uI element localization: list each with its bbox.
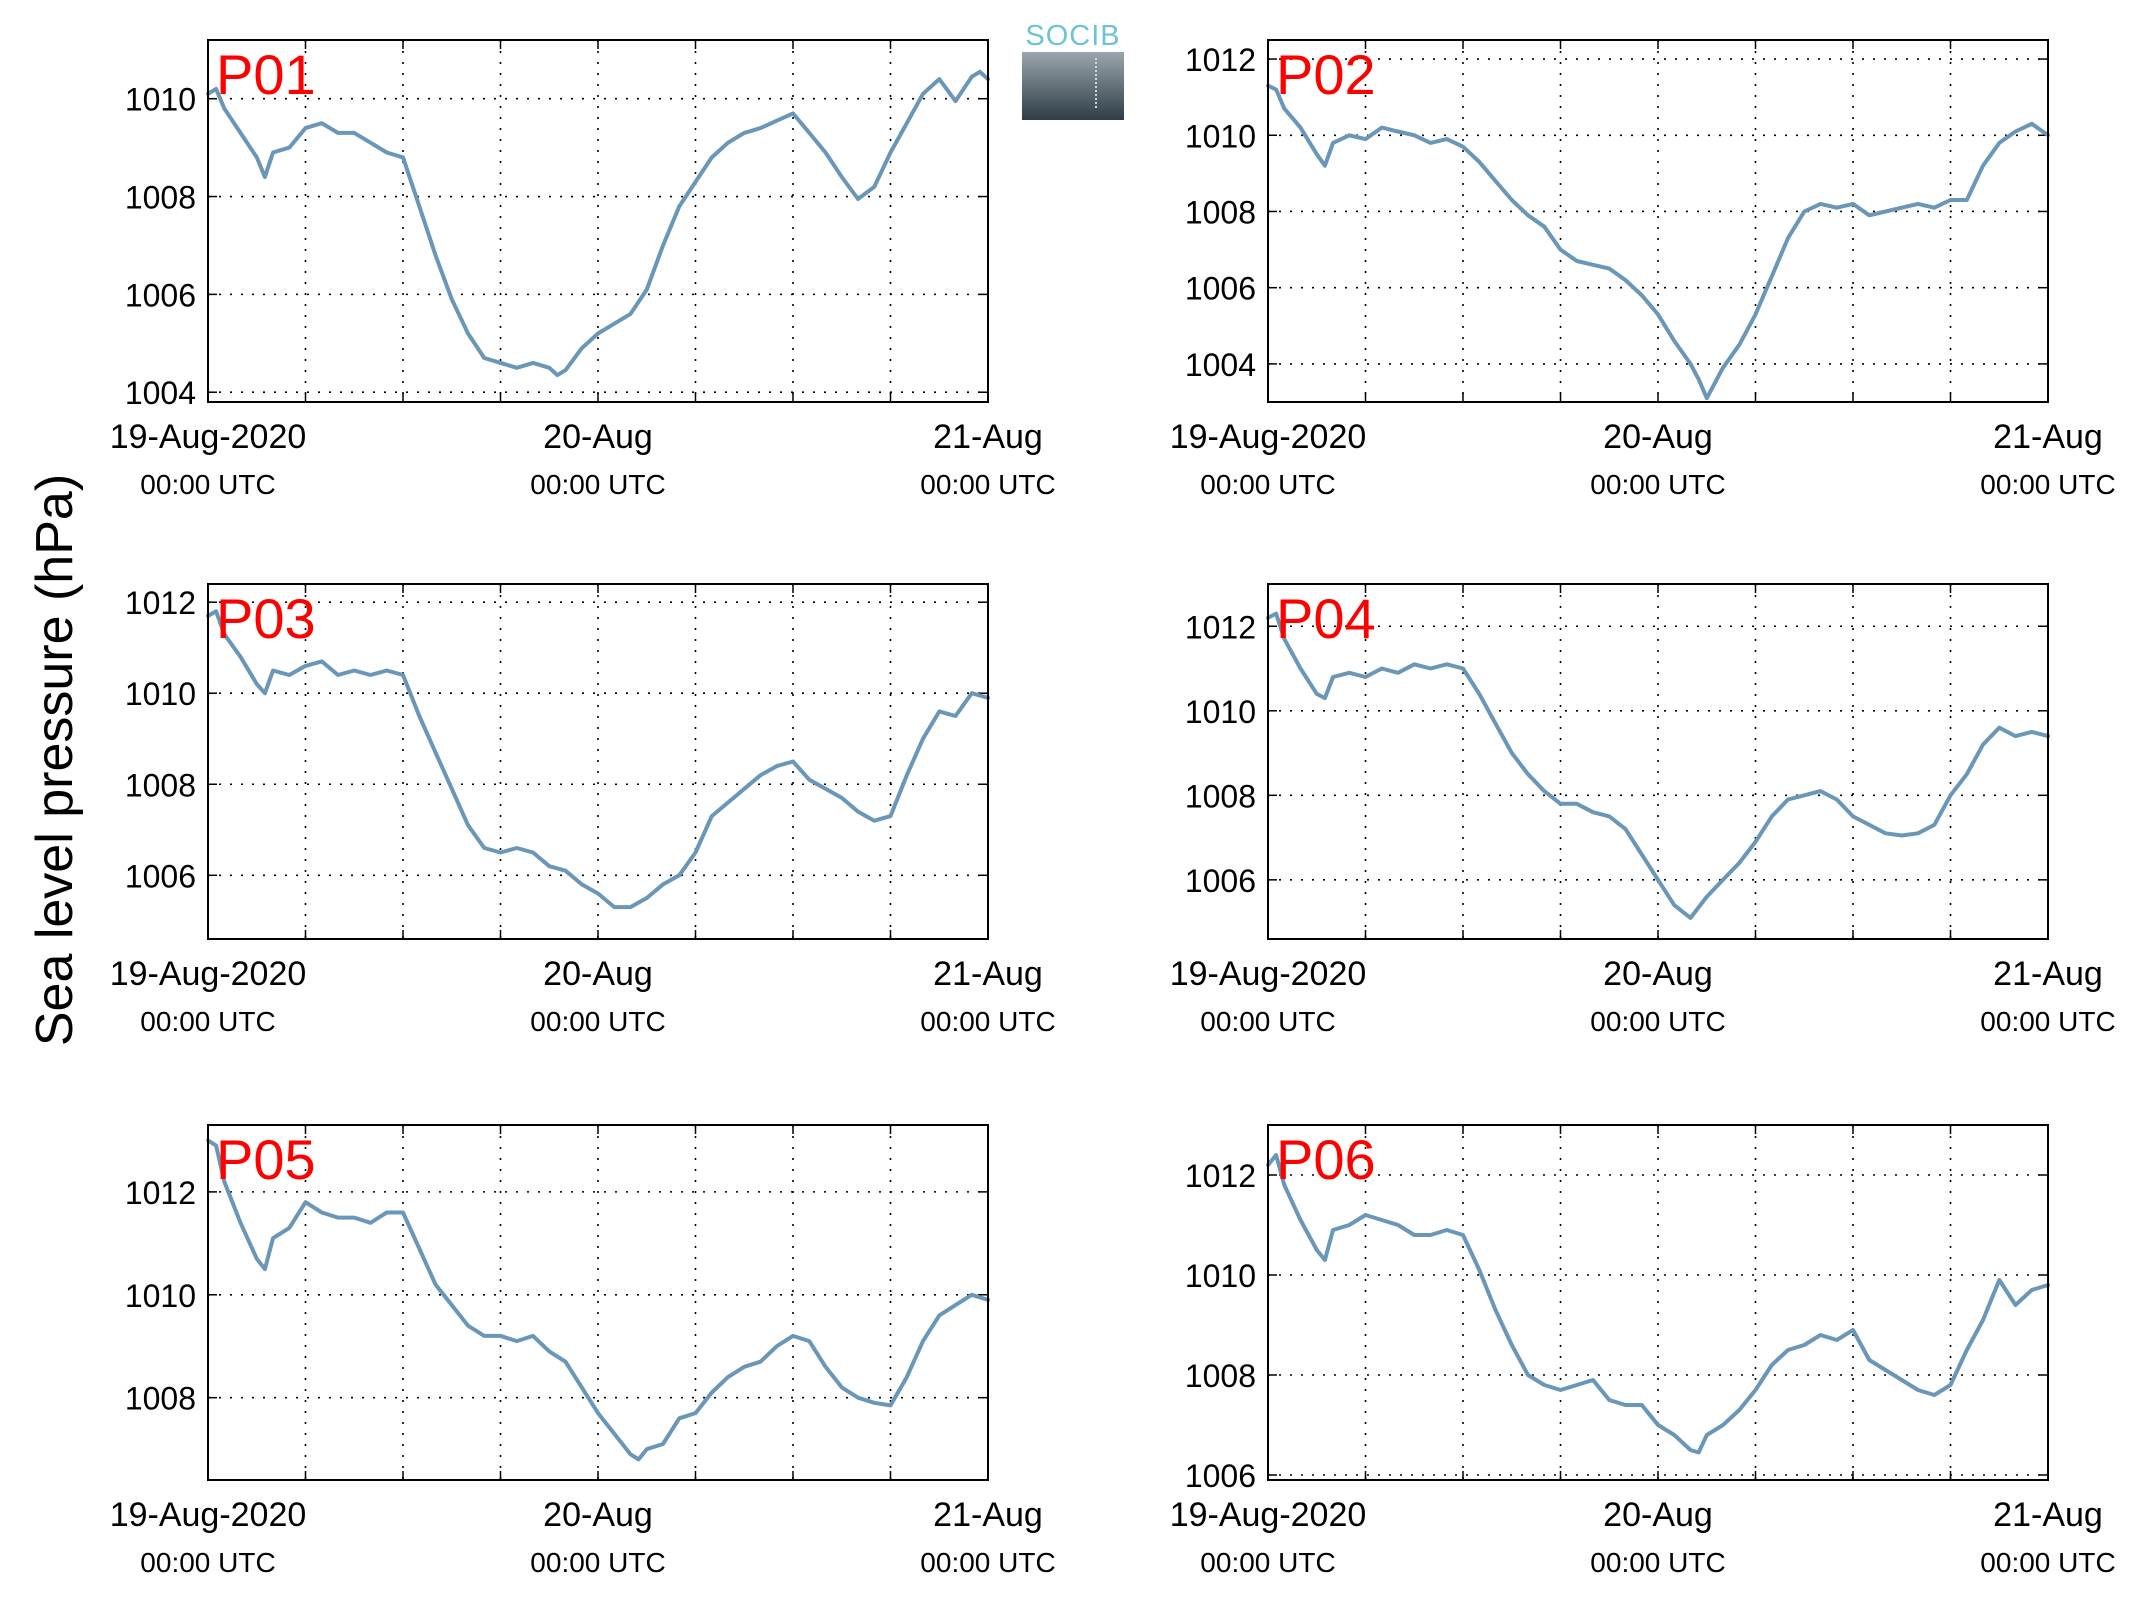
x-tick-label: 19-Aug-2020 [1170, 955, 1367, 993]
x-tick-sublabel: 00:00 UTC [1590, 469, 1725, 500]
y-tick-label: 1012 [1185, 609, 1256, 645]
socib-logo: SOCIB [1022, 20, 1124, 120]
x-tick-label: 20-Aug [1603, 955, 1713, 993]
x-tick-sublabel: 00:00 UTC [140, 1547, 275, 1578]
y-tick-label: 1004 [125, 375, 196, 411]
x-tick-label: 20-Aug [543, 955, 653, 993]
panel-label: P03 [216, 587, 316, 650]
x-tick-sublabel: 00:00 UTC [920, 469, 1055, 500]
y-tick-label: 1008 [1185, 194, 1256, 230]
x-tick-sublabel: 00:00 UTC [920, 1547, 1055, 1578]
x-tick-sublabel: 00:00 UTC [140, 469, 275, 500]
panel-label: P06 [1276, 1128, 1376, 1191]
panel-p01: 1004 1006 1008 1010 19-Aug-2020 00:00 UTC 20-A… [110, 39, 1056, 500]
y-tick-label: 1010 [125, 82, 196, 118]
y-tick-label: 1006 [1185, 271, 1256, 307]
x-tick-sublabel: 00:00 UTC [1590, 1006, 1725, 1037]
y-tick-label: 1012 [1185, 42, 1256, 78]
x-tick-sublabel: 00:00 UTC [530, 469, 665, 500]
x-tick-sublabel: 00:00 UTC [140, 1006, 275, 1037]
x-tick-label: 19-Aug-2020 [110, 1496, 307, 1534]
panel-label: P04 [1276, 587, 1376, 650]
y-tick-label: 1008 [1185, 778, 1256, 814]
x-tick-sublabel: 00:00 UTC [1200, 1547, 1335, 1578]
y-tick-label: 1010 [1185, 1258, 1256, 1294]
pressure-series-line [1266, 1153, 2050, 1455]
x-tick-sublabel: 00:00 UTC [1590, 1547, 1725, 1578]
logo-wave-box [1022, 52, 1124, 120]
logo-text: SOCIB [1025, 20, 1121, 52]
x-tick-sublabel: 00:00 UTC [1200, 469, 1335, 500]
x-tick-label: 19-Aug-2020 [1170, 1496, 1367, 1534]
axes-frame [1267, 39, 2049, 403]
x-tick-sublabel: 00:00 UTC [530, 1547, 665, 1578]
y-tick-label: 1006 [1185, 863, 1256, 899]
panel-label: P05 [216, 1128, 316, 1191]
pressure-series-line [1266, 83, 2050, 401]
x-tick-label: 19-Aug-2020 [110, 955, 307, 993]
x-tick-sublabel: 00:00 UTC [530, 1006, 665, 1037]
pressure-series-line [206, 69, 990, 378]
panel-p05: 1008 1010 1012 19-Aug-2020 00:00 UTC 20-Aug 00… [110, 1124, 1056, 1578]
y-tick-label: 1006 [1185, 1458, 1256, 1494]
axes-frame [207, 1124, 989, 1481]
pressure-series-line [1266, 611, 2050, 920]
axes-frame [1267, 1124, 2049, 1481]
x-tick-label: 20-Aug [1603, 1496, 1713, 1534]
panel-p03: 1006 1008 1010 1012 19-Aug-2020 00:00 UTC 20-A… [110, 583, 1056, 1037]
x-tick-sublabel: 00:00 UTC [1980, 469, 2115, 500]
panel-p06: 1006 1008 1010 1012 19-Aug-2020 00:00 UTC 20-A… [1170, 1124, 2116, 1578]
y-tick-label: 1010 [1185, 694, 1256, 730]
y-tick-label: 1010 [125, 676, 196, 712]
pressure-series-line [206, 609, 990, 910]
panel-p02: 1004 1006 1008 1010 1012 19-Aug-2020 00:00 UTC… [1170, 39, 2116, 500]
axes-frame [207, 583, 989, 940]
y-tick-label: 1004 [1185, 347, 1256, 383]
panel-p04: 1006 1008 1010 1012 19-Aug-2020 00:00 UTC 20-A… [1170, 583, 2116, 1037]
x-tick-sublabel: 00:00 UTC [1200, 1006, 1335, 1037]
x-tick-label: 20-Aug [1603, 418, 1713, 456]
x-tick-sublabel: 00:00 UTC [1980, 1547, 2115, 1578]
y-tick-label: 1012 [1185, 1158, 1256, 1194]
x-tick-sublabel: 00:00 UTC [920, 1006, 1055, 1037]
x-tick-label: 20-Aug [543, 418, 653, 456]
y-tick-label: 1006 [125, 277, 196, 313]
y-tick-label: 1008 [125, 180, 196, 216]
y-tick-label: 1010 [1185, 118, 1256, 154]
panel-label: P02 [1276, 43, 1376, 106]
y-tick-label: 1010 [125, 1278, 196, 1314]
y-tick-label: 1008 [1185, 1358, 1256, 1394]
x-tick-label: 19-Aug-2020 [110, 418, 307, 456]
x-tick-label: 20-Aug [543, 1496, 653, 1534]
y-tick-label: 1008 [125, 1381, 196, 1417]
pressure-series-line [206, 1138, 990, 1462]
x-tick-label: 21-Aug [1993, 1496, 2103, 1534]
axes-frame [1267, 583, 2049, 940]
axes-frame [207, 39, 989, 403]
x-tick-label: 21-Aug [933, 1496, 1043, 1534]
x-tick-label: 21-Aug [933, 418, 1043, 456]
y-tick-label: 1006 [125, 858, 196, 894]
x-tick-label: 21-Aug [1993, 955, 2103, 993]
y-tick-label: 1012 [125, 585, 196, 621]
y-tick-label: 1008 [125, 767, 196, 803]
x-tick-sublabel: 00:00 UTC [1980, 1006, 2115, 1037]
y-tick-label: 1012 [125, 1175, 196, 1211]
logo-dash [1095, 58, 1097, 108]
x-tick-label: 19-Aug-2020 [1170, 418, 1367, 456]
x-tick-label: 21-Aug [933, 955, 1043, 993]
x-tick-label: 21-Aug [1993, 418, 2103, 456]
panel-label: P01 [216, 43, 316, 106]
